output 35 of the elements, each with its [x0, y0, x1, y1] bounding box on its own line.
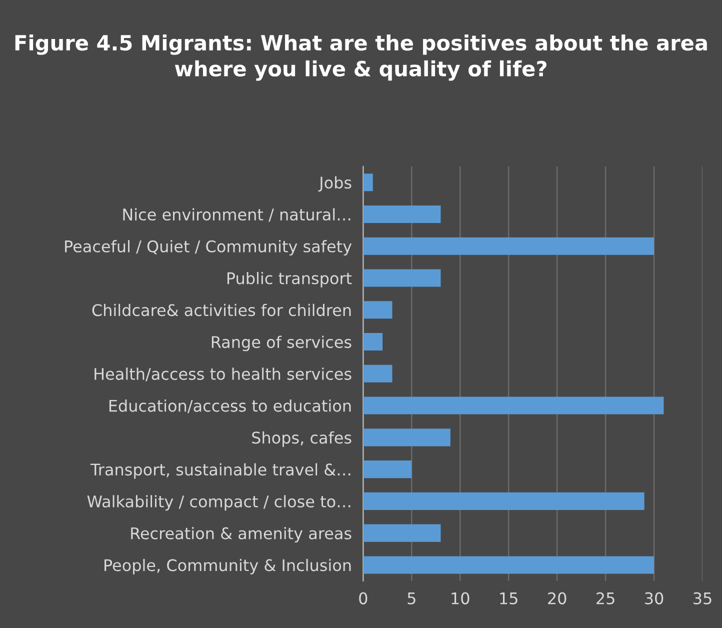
bar — [363, 492, 644, 510]
chart-title: Figure 4.5 Migrants: What are the positives about the area where you live & quality of life? — [15, 34, 707, 81]
bar — [363, 237, 654, 255]
y-tick-label: People, Community & Inclusion — [104, 558, 351, 574]
bar — [363, 301, 392, 319]
y-tick-label: Education/access to education — [109, 399, 351, 414]
y-tick-label: Childcare& activities for children — [92, 304, 351, 316]
x-tick-label: 35 — [694, 592, 712, 604]
bar — [363, 333, 383, 351]
y-tick-label: Recreation & amenity areas — [131, 527, 352, 542]
y-tick-label: Range of services — [212, 336, 352, 352]
x-tick-label: 5 — [408, 592, 416, 604]
bar — [363, 174, 373, 192]
y-tick-label: Nice environment / natural… — [123, 208, 350, 222]
bar — [363, 205, 441, 224]
bar — [363, 460, 412, 478]
bar — [363, 269, 441, 287]
x-tick-label: 15 — [500, 592, 518, 604]
x-tick-label: 0 — [359, 592, 368, 604]
y-tick-label: Peaceful / Quiet / Community safety — [65, 240, 352, 256]
x-tick-label: 25 — [596, 592, 614, 604]
bar — [363, 556, 654, 574]
x-tick-label: 30 — [645, 592, 664, 604]
y-tick-label: Public transport — [227, 272, 352, 288]
y-tick-label: Shops, cafes — [252, 431, 352, 447]
x-tick-label: 10 — [452, 592, 470, 604]
bar — [363, 524, 441, 542]
y-tick-label: Jobs — [318, 176, 352, 192]
bar — [363, 396, 664, 414]
bar — [363, 364, 392, 382]
x-tick-label: 20 — [548, 592, 566, 604]
y-tick-label: Health/access to health services — [94, 368, 352, 382]
y-tick-label: Walkability / compact / close to… — [87, 495, 350, 511]
bar — [363, 428, 450, 446]
y-tick-label: Transport, sustainable travel &… — [90, 463, 350, 479]
